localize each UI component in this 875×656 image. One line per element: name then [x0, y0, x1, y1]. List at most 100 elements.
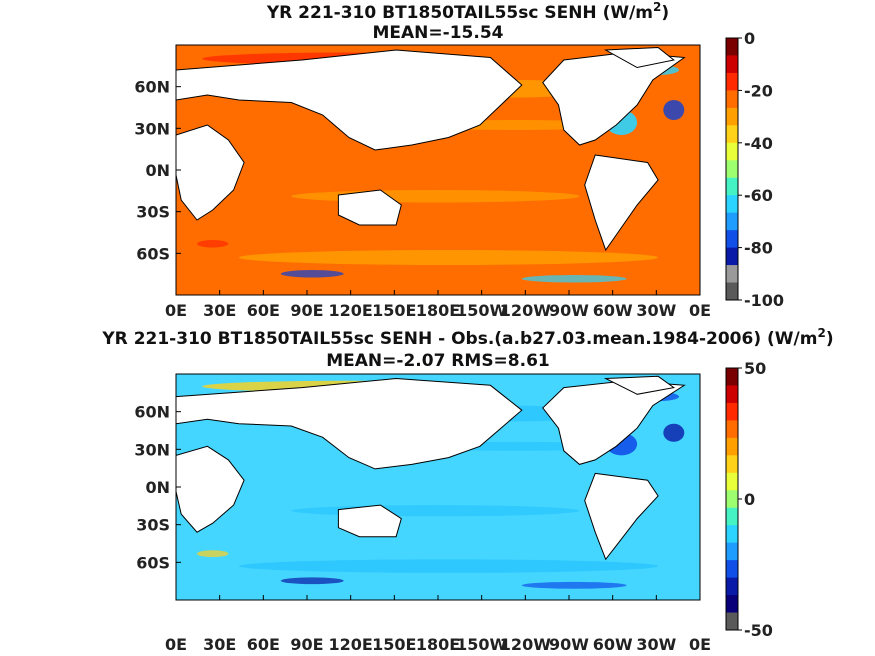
- x-tick-label: 30E: [203, 301, 236, 320]
- field-feature: [280, 577, 344, 585]
- x-tick-label: 60W: [593, 635, 633, 654]
- colorbar-tick-label: -50: [744, 621, 773, 640]
- colorbar-segment: [726, 525, 738, 544]
- colorbar-segment: [726, 212, 738, 231]
- y-tick-label: 30S: [136, 203, 170, 222]
- colorbar-segment: [726, 507, 738, 526]
- colorbar-segment: [726, 577, 738, 596]
- chart-panel-1: YR 221-310 BT1850TAIL55sc SENH (W/m2)MEA…: [134, 0, 784, 320]
- land-mass-4: [542, 380, 686, 465]
- colorbar-segment: [726, 38, 738, 56]
- field-feature: [238, 250, 659, 265]
- y-tick-label: 30S: [136, 516, 170, 535]
- y-tick-label: 0N: [145, 478, 170, 497]
- colorbar-tick-label: 0: [744, 29, 755, 48]
- x-tick-label: 150E: [372, 635, 416, 654]
- map-field: [176, 374, 700, 600]
- colorbar-segment: [726, 177, 738, 196]
- x-tick-label: 30W: [636, 301, 676, 320]
- x-tick-label: 60E: [247, 301, 280, 320]
- colorbar-segment: [726, 160, 738, 179]
- x-tick-label: 0E: [165, 635, 187, 654]
- map-field: [176, 45, 700, 295]
- colorbar-segment: [726, 595, 738, 614]
- colorbar-segment: [726, 230, 738, 249]
- x-tick-label: 150E: [372, 301, 416, 320]
- colorbar-tick-label: 50: [744, 359, 766, 378]
- chart-title-end: ): [826, 329, 834, 349]
- colorbar-segment: [726, 455, 738, 474]
- colorbar: 50 0 -50: [725, 359, 773, 640]
- chart-panel-2: YR 221-310 BT1850TAIL55sc SENH - Obs.(a.…: [101, 326, 833, 654]
- colorbar-segment: [726, 90, 738, 109]
- colorbar-segment: [726, 282, 738, 301]
- land-mass-3: [337, 189, 402, 226]
- land-mass-1: [176, 377, 523, 470]
- y-tick-label: 30N: [134, 440, 170, 459]
- colorbar-segment: [726, 368, 738, 386]
- field-feature: [280, 270, 344, 278]
- field-feature: [196, 240, 229, 248]
- colorbar-segment: [726, 437, 738, 456]
- x-tick-label: 150W: [456, 635, 507, 654]
- x-tick-label: 90W: [549, 301, 589, 320]
- colorbar-tick-label: -40: [744, 134, 773, 153]
- colorbar-segment: [726, 612, 738, 631]
- colorbar-tick-label: -80: [744, 239, 773, 258]
- chart-subtitle: MEAN=-15.54: [373, 23, 504, 43]
- y-tick-label: 30N: [134, 119, 170, 138]
- x-tick-label: 0E: [689, 301, 711, 320]
- colorbar-tick-label: -20: [744, 81, 773, 100]
- colorbar-segment: [726, 490, 738, 509]
- colorbar-segment: [726, 55, 738, 74]
- field-feature: [291, 190, 580, 203]
- colorbar-segment: [726, 385, 738, 404]
- x-tick-label: 120E: [329, 301, 373, 320]
- x-tick-label: 150W: [456, 301, 507, 320]
- colorbar-segment: [726, 247, 738, 266]
- field-feature: [238, 559, 659, 573]
- land-mass-6: [603, 46, 675, 69]
- colorbar-segment: [726, 72, 738, 91]
- y-tick-label: 60N: [134, 78, 170, 97]
- x-tick-label: 30E: [203, 635, 236, 654]
- colorbar-tick-label: -60: [744, 186, 773, 205]
- field-feature: [521, 275, 627, 283]
- colorbar: 0 -20 -40 -60 -80 -100: [725, 29, 784, 310]
- x-tick-label: 180E: [416, 635, 460, 654]
- colorbar-segment: [726, 125, 738, 144]
- colorbar-tick-label: -100: [744, 291, 784, 310]
- x-tick-label: 0E: [165, 301, 187, 320]
- chart-title-text: YR 221-310 BT1850TAIL55sc SENH (W/m: [266, 3, 653, 23]
- field-feature: [291, 505, 580, 517]
- colorbar-frame: [725, 37, 739, 301]
- y-tick-label: 60N: [134, 403, 170, 422]
- y-tick-label: 60S: [136, 244, 170, 263]
- colorbar-segment: [726, 420, 738, 439]
- land-mass-6: [603, 375, 676, 395]
- chart-title-text: YR 221-310 BT1850TAIL55sc SENH - Obs.(a.…: [101, 329, 817, 349]
- x-tick-label: 60E: [247, 635, 280, 654]
- chart-title: YR 221-310 BT1850TAIL55sc SENH (W/m2): [266, 0, 669, 23]
- land-mass-3: [337, 504, 402, 538]
- colorbar-segment: [726, 472, 738, 491]
- colorbar-segment: [726, 402, 738, 421]
- x-tick-label: 120W: [500, 301, 551, 320]
- chart-title-superscript: 2: [817, 326, 825, 340]
- colorbar-tick-label: 0: [744, 490, 755, 509]
- x-tick-label: 180E: [416, 301, 460, 320]
- land-mass-5: [584, 472, 659, 561]
- y-tick-label: 60S: [136, 553, 170, 572]
- land-mass-1: [176, 49, 523, 151]
- colorbar-segment: [726, 560, 738, 579]
- y-tick-label: 0N: [145, 161, 170, 180]
- colorbar-segment: [726, 265, 738, 284]
- x-tick-label: 90W: [549, 635, 589, 654]
- x-tick-label: 30W: [636, 635, 676, 654]
- chart-subtitle: MEAN=-2.07 RMS=8.61: [326, 351, 550, 371]
- land-mass-2: [176, 124, 245, 221]
- x-tick-label: 90E: [290, 301, 323, 320]
- colorbar-segment: [726, 142, 738, 161]
- land-mass-5: [584, 154, 659, 252]
